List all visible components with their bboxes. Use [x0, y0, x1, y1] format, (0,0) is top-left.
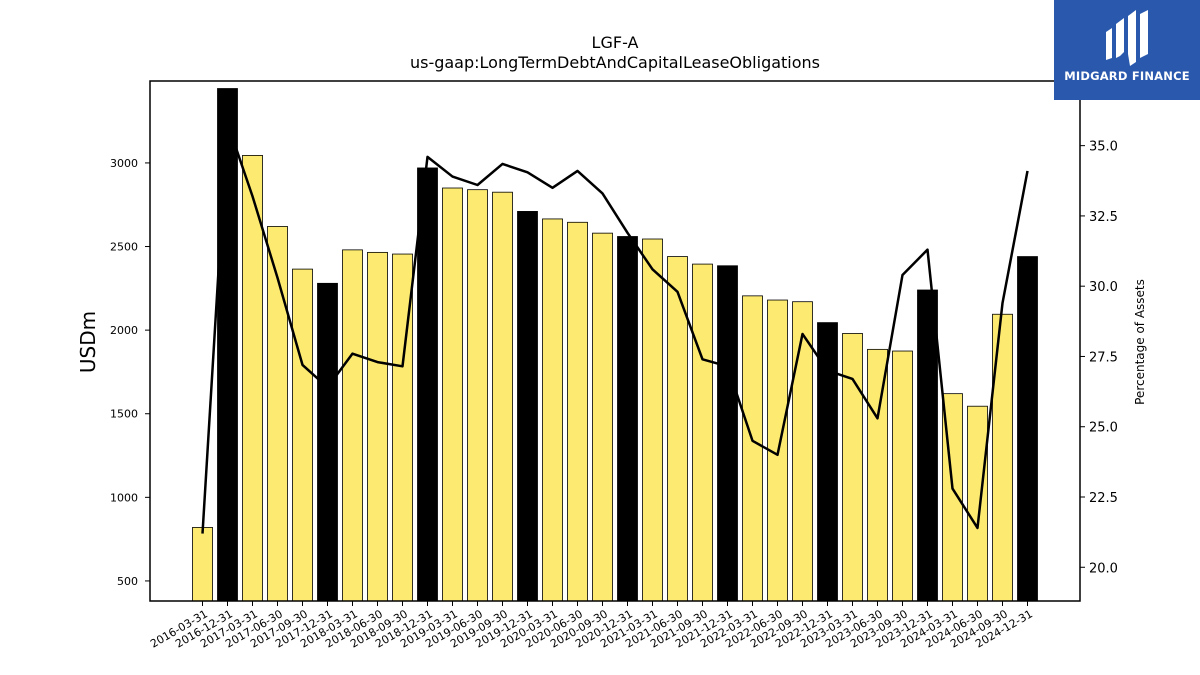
y2-tick-label: 22.5: [1089, 491, 1118, 506]
bar-2017-12-31: [317, 282, 338, 602]
y-tick-label: 1000: [110, 491, 138, 504]
y2-axis-ticks: 20.0 22.5 25.0 27.5 30.0 32.5 35.0: [1080, 140, 1118, 576]
line-group: [201, 121, 1029, 534]
bar-2016-03-31: [192, 527, 213, 602]
bar-2024-06-30: [967, 405, 988, 602]
y-tick-label: 3000: [110, 157, 138, 170]
x-axis-ticks: 2016-03-312016-12-312017-03-312017-06-30…: [148, 601, 1035, 651]
bar-2021-12-31: [717, 265, 738, 602]
bar-2022-03-31: [742, 295, 763, 602]
bar-2019-12-31: [517, 211, 538, 602]
y-tick-label: 500: [117, 575, 138, 588]
bar-2020-03-31: [542, 218, 563, 602]
y-tick-label: 2000: [110, 324, 138, 337]
logo: MIDGARD FINANCE: [1054, 0, 1200, 100]
bar-2024-12-31: [1017, 256, 1038, 602]
bar-2018-06-30: [367, 251, 388, 602]
bar-2022-12-31: [817, 322, 838, 602]
bar-2018-03-31: [342, 249, 363, 602]
y2-tick-label: 25.0: [1089, 421, 1118, 436]
bar-2020-12-31: [617, 236, 638, 602]
bar-2021-09-30: [692, 263, 713, 602]
y2-tick-label: 30.0: [1089, 280, 1118, 295]
chart-subtitle: us-gaap:LongTermDebtAndCapitalLeaseOblig…: [410, 53, 820, 72]
bar-2019-09-30: [492, 191, 513, 602]
bar-2017-09-30: [292, 268, 313, 602]
bar-2022-09-30: [792, 301, 813, 602]
y2-tick-label: 20.0: [1089, 561, 1118, 576]
bar-2020-06-30: [567, 221, 588, 602]
bar-2023-03-31: [842, 333, 863, 602]
y-axis-ticks: 500 1000 1500 2000 2500 3000: [110, 157, 150, 588]
y2-tick-label: 35.0: [1089, 140, 1118, 155]
plot-frame: [149, 80, 1081, 602]
bar-2017-06-30: [267, 226, 288, 602]
y-tick-label: 1500: [110, 408, 138, 421]
y2-tick-label: 27.5: [1089, 350, 1118, 365]
logo-text: MIDGARD FINANCE: [1064, 69, 1190, 83]
bar-2019-03-31: [442, 187, 463, 602]
bar-2019-06-30: [467, 189, 488, 602]
chart-title: LGF-A: [592, 33, 639, 52]
bar-2023-12-31: [917, 289, 938, 602]
bar-2016-12-31: [217, 88, 238, 602]
bar-2018-12-31: [417, 167, 438, 602]
y2-tick-label: 32.5: [1089, 210, 1118, 225]
y2-axis-label: Percentage of Assets: [1133, 279, 1147, 405]
logo-mark-icon: [1106, 10, 1148, 66]
bar-2021-03-31: [642, 238, 663, 602]
bar-2023-09-30: [892, 350, 913, 602]
bar-2023-06-30: [867, 348, 888, 602]
y-tick-label: 2500: [110, 241, 138, 254]
percentage-line: [201, 121, 1029, 534]
bar-2020-09-30: [592, 232, 613, 602]
y-axis-label: USDm: [76, 311, 100, 373]
bars-group: [192, 88, 1038, 602]
